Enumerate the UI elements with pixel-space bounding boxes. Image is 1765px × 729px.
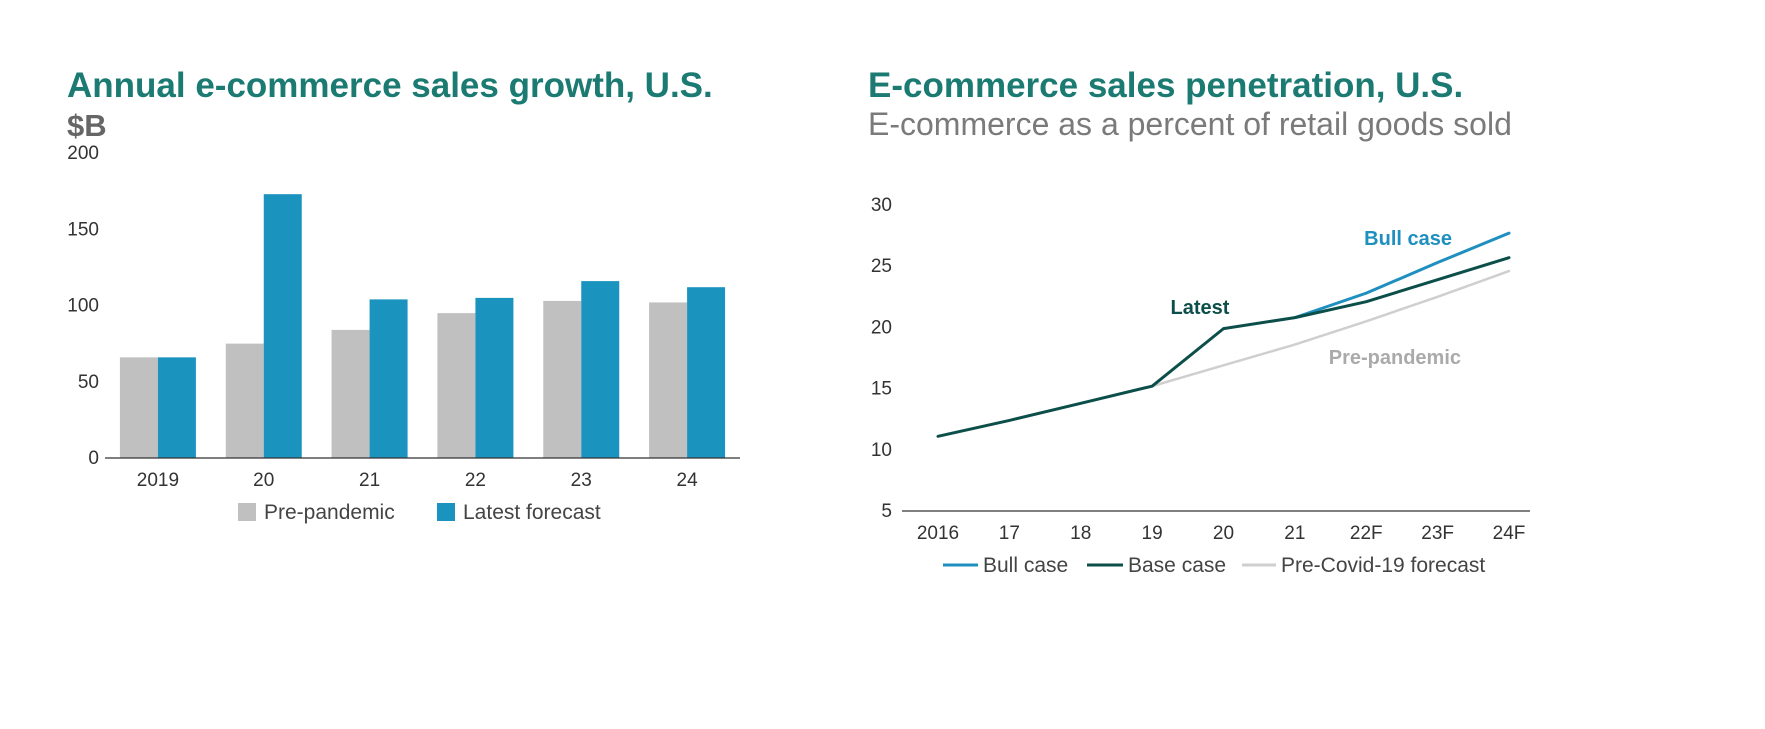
y-tick-label: 100 [67,296,99,317]
right-chart-panel: E-commerce sales penetration, U.S. E-com… [868,0,1765,729]
y-tick-label: 150 [67,219,99,240]
x-tick-label: 18 [1070,523,1091,544]
y-tick-label: 20 [871,317,892,338]
x-tick-label: 22 [465,470,486,491]
x-tick-label: 21 [359,470,380,491]
annotation-pre-pandemic: Pre-pandemic [1329,347,1461,369]
base-case-line [936,256,1511,438]
right-chart-subtitle: E-commerce as a percent of retail goods … [868,106,1512,142]
x-tick-label: 20 [1213,523,1234,544]
legend-label-latest-forecast: Latest forecast [463,501,601,524]
x-tick-label: 23F [1421,523,1454,544]
x-tick-label: 21 [1284,523,1305,544]
x-tick-label: 24F [1493,523,1526,544]
bar-pre-pandemic [225,343,264,458]
x-tick-label: 19 [1142,523,1163,544]
bull-case-line [1293,231,1511,320]
x-tick-label: 2016 [917,523,959,544]
annotation-latest: Latest [1171,297,1230,319]
bar-pre-pandemic [649,302,688,458]
legend-label-pre-pandemic: Pre-pandemic [264,501,395,524]
y-tick-label: 30 [871,195,892,216]
legend-label-bull-case: Bull case [983,554,1068,577]
left-chart-unit-label: $B [67,108,107,143]
bar-latest-forecast [263,194,302,459]
legend-label-pre-covid: Pre-Covid-19 forecast [1281,554,1485,577]
annotation-bull-case: Bull case [1364,228,1452,250]
legend-label-base-case: Base case [1128,554,1226,577]
bar-chart: 0 50 100 150 200 2019 20 21 22 23 24 Pre-pandemic La… [67,143,740,524]
x-tick-label: 23 [571,470,592,491]
x-tick-label: 22F [1350,523,1383,544]
y-tick-label: 10 [871,440,892,461]
y-tick-label: 200 [67,143,99,164]
bar-latest-forecast [687,287,726,458]
y-tick-label: 15 [871,379,892,400]
bar-latest-forecast [581,281,620,458]
bar-pre-pandemic [119,357,158,458]
x-tick-label: 20 [253,470,274,491]
y-tick-label: 50 [78,372,99,393]
y-tick-label: 25 [871,256,892,277]
left-chart-panel: Annual e-commerce sales growth, U.S. $B … [0,0,880,729]
bar-latest-forecast [369,299,408,458]
bar-pre-pandemic [331,329,370,458]
x-tick-label: 24 [677,470,699,491]
x-tick-label: 2019 [137,470,179,491]
legend-swatch-pre-pandemic [238,503,256,521]
left-chart-title: Annual e-commerce sales growth, U.S. [67,66,713,105]
bar-pre-pandemic [437,313,476,458]
legend-swatch-latest-forecast [437,503,455,521]
x-tick-label: 17 [999,523,1020,544]
right-chart-title: E-commerce sales penetration, U.S. [868,66,1464,105]
y-tick-label: 5 [881,501,892,522]
bar-pre-pandemic [543,300,582,458]
bar-latest-forecast [475,297,514,458]
bar-latest-forecast [157,357,196,458]
pre-covid-forecast-line [1150,269,1511,388]
line-chart: 5 10 15 20 25 30 2016 17 18 19 20 21 22F 23F 24F Bull c… [871,195,1530,577]
y-tick-label: 0 [88,448,99,469]
